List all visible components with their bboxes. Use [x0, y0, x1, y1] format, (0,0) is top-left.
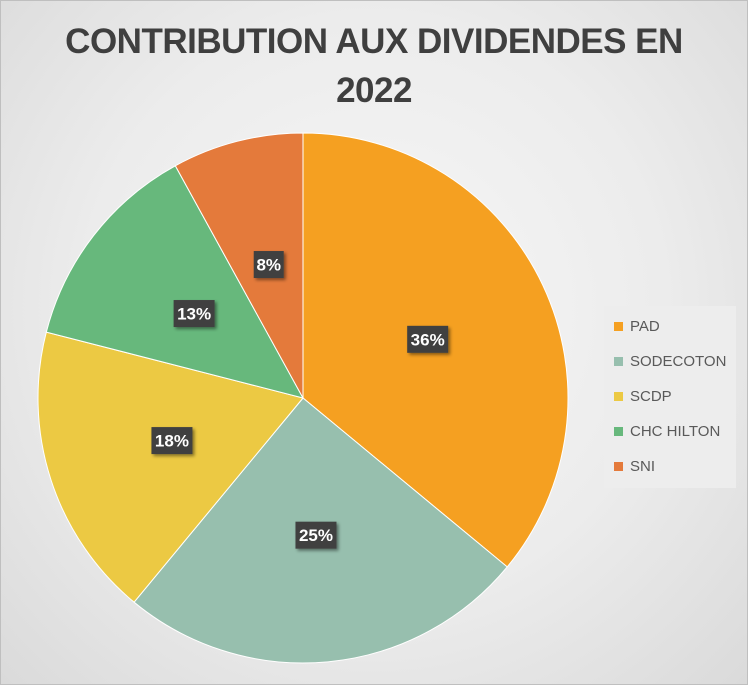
pie-slices [37, 132, 569, 664]
legend-label: PAD [630, 318, 660, 335]
chart-title: CONTRIBUTION AUX DIVIDENDES EN 2022 [1, 17, 747, 115]
pie-slice-sni [174, 132, 304, 399]
chart-title-line-1: CONTRIBUTION AUX DIVIDENDES EN [65, 22, 683, 61]
data-label-text: 36% [411, 330, 445, 349]
legend-item-scdp: SCDP [614, 386, 672, 408]
data-label-box [407, 325, 449, 353]
legend-item-sni: SNI [614, 456, 655, 478]
legend-swatch [614, 322, 623, 331]
legend-swatch [614, 357, 623, 366]
legend-swatch [614, 427, 623, 436]
chart-title-line-2: 2022 [336, 71, 412, 110]
data-label-chc-hilton: 13% [173, 300, 215, 328]
data-label-sodecoton: 25% [295, 521, 337, 549]
data-label-scdp: 18% [151, 427, 193, 455]
legend-item-chc-hilton: CHC HILTON [614, 421, 720, 443]
pie-slice-scdp [37, 331, 304, 603]
data-label-text: 13% [177, 305, 211, 324]
data-label-pad: 36% [407, 325, 449, 353]
data-label-box [151, 427, 193, 455]
data-label-sni: 8% [253, 251, 284, 279]
legend-swatch [614, 392, 623, 401]
legend-item-sodecoton: SODECOTON [614, 351, 726, 373]
legend-label: CHC HILTON [630, 423, 721, 440]
chart-legend: PAD SODECOTON SCDP CHC HILTON SNI [604, 306, 736, 488]
data-label-text: 18% [155, 432, 189, 451]
legend-swatch [614, 462, 623, 471]
data-label-box [295, 521, 337, 549]
legend-label: SCDP [630, 388, 672, 405]
legend-item-pad: PAD [614, 316, 660, 338]
data-label-box [253, 251, 284, 279]
data-label-box [173, 300, 215, 328]
pie-slice-chc-hilton [45, 165, 304, 399]
pie-data-labels: 36% 25% 18% 13% 8% [151, 251, 449, 549]
data-label-text: 8% [256, 256, 281, 275]
legend-label: SODECOTON [630, 353, 727, 370]
data-label-text: 25% [299, 526, 333, 545]
legend-label: SNI [630, 458, 656, 475]
